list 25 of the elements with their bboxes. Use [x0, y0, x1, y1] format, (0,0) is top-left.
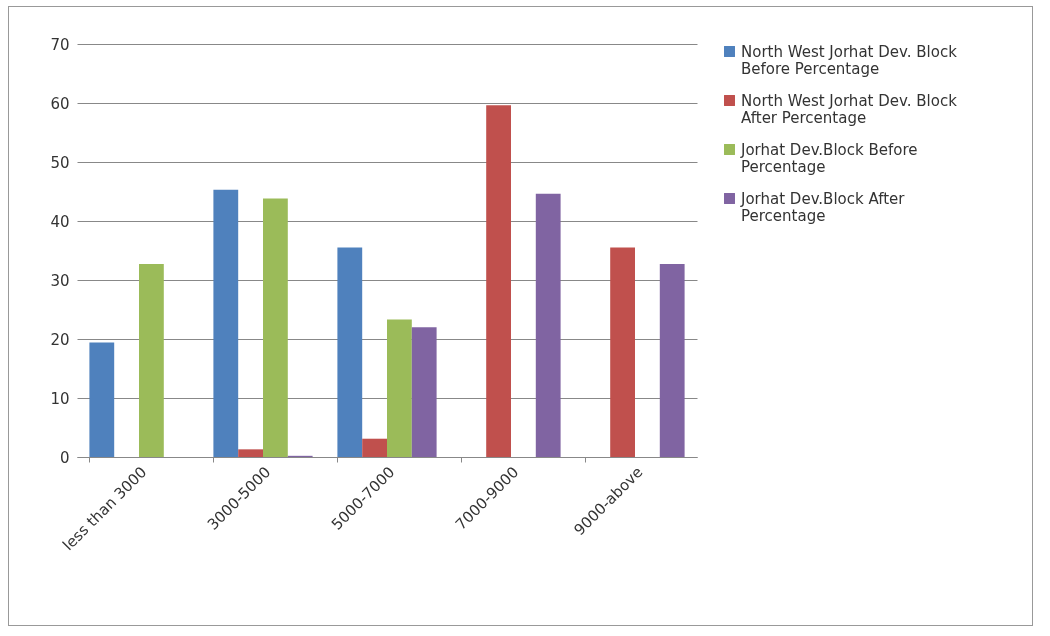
bar	[362, 438, 387, 457]
y-tick-label: 40	[50, 212, 70, 231]
bar	[337, 247, 363, 457]
bar	[610, 247, 635, 457]
bar	[535, 193, 561, 457]
legend-label: North West Jorhat Dev. Block After Percentage	[741, 91, 958, 127]
y-tick-label: 30	[50, 271, 70, 290]
legend-label: Jorhat Dev.Block Before Percentage	[740, 140, 918, 176]
y-tick-label: 10	[50, 389, 70, 408]
bar	[659, 264, 685, 457]
bar	[213, 189, 239, 457]
y-tick-label: 70	[50, 35, 70, 54]
bar	[411, 327, 437, 457]
legend-label: North West Jorhat Dev. Block Before Percentage	[741, 42, 958, 78]
y-tick-label: 60	[50, 94, 70, 113]
bar	[89, 342, 115, 457]
bar	[139, 264, 164, 457]
y-tick-label: 20	[50, 330, 70, 349]
legend-label: Jorhat Dev.Block After Percentage	[740, 189, 906, 225]
bar	[238, 449, 263, 457]
bar	[387, 319, 412, 457]
bar	[486, 105, 511, 457]
y-tick-label: 50	[50, 153, 70, 172]
y-tick-label: 0	[59, 448, 70, 467]
bar	[263, 198, 288, 457]
